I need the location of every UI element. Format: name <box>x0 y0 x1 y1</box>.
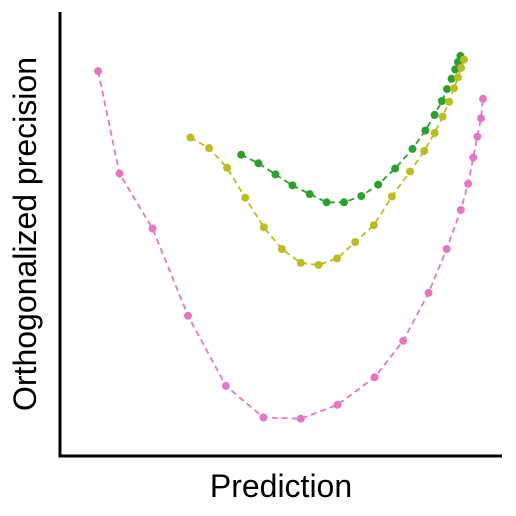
series-2-point <box>333 400 342 409</box>
series-2-point <box>370 373 379 382</box>
series-1-point <box>223 163 232 172</box>
series-2-point <box>477 114 485 123</box>
series-0 <box>237 51 465 207</box>
series-0-point <box>408 144 417 153</box>
series-1-point <box>387 192 396 201</box>
series-2-point <box>184 311 192 320</box>
series-1-point <box>457 63 466 72</box>
series-2-point <box>424 288 433 297</box>
series-2-point <box>148 224 157 233</box>
series-0-point <box>437 97 446 105</box>
series-2-point <box>221 381 230 390</box>
series-1-point <box>460 55 469 64</box>
series-2-point <box>296 414 305 423</box>
series-0-point <box>451 65 460 74</box>
series-1-point <box>241 193 250 202</box>
series-1-point <box>438 112 447 121</box>
series-2-point <box>259 413 268 422</box>
series-0-point <box>237 150 246 159</box>
series-2-point <box>469 153 478 162</box>
series-0-point <box>340 198 348 207</box>
series-0-point <box>357 192 366 201</box>
series-2-point <box>115 169 124 178</box>
series-0-point <box>447 74 456 83</box>
series-1 <box>186 55 469 269</box>
series-1-point <box>351 238 360 246</box>
series-0-point <box>421 126 430 135</box>
series-2-point <box>94 67 103 76</box>
series-1-point <box>454 73 462 82</box>
series-2-line <box>97 70 484 420</box>
series-2-point <box>399 336 408 345</box>
series-2-point <box>442 245 451 253</box>
series-0-point <box>305 190 314 199</box>
series-0-point <box>271 170 280 179</box>
series-0-point <box>374 180 383 189</box>
series-1-point <box>445 97 454 106</box>
series-2-point <box>464 179 473 188</box>
series-1-point <box>296 258 305 267</box>
series-1-point <box>450 84 458 93</box>
x-axis-label: Prediction <box>210 468 352 504</box>
series-1-point <box>406 167 415 176</box>
series-0-point <box>288 181 297 190</box>
series-2 <box>94 67 487 423</box>
series-1-point <box>205 144 213 153</box>
series-0-point <box>430 110 439 119</box>
series-1-point <box>314 261 323 269</box>
series-1-point <box>333 254 342 263</box>
series-1-point <box>259 223 268 232</box>
series-0-point <box>391 164 400 173</box>
series-1-point <box>369 221 378 230</box>
series-0-point <box>322 198 331 207</box>
series-1-point <box>277 245 286 253</box>
series-0-point <box>254 159 263 168</box>
series-1-point <box>430 129 439 137</box>
series-1-point <box>420 147 429 155</box>
series-1-line <box>189 59 465 266</box>
series-layer <box>94 51 487 423</box>
series-1-point <box>186 133 195 142</box>
y-axis-label: Orthogonalized precision <box>7 57 43 411</box>
series-2-point <box>479 94 487 103</box>
series-2-point <box>473 132 482 141</box>
series-0-point <box>443 85 452 94</box>
series-2-point <box>456 206 465 214</box>
